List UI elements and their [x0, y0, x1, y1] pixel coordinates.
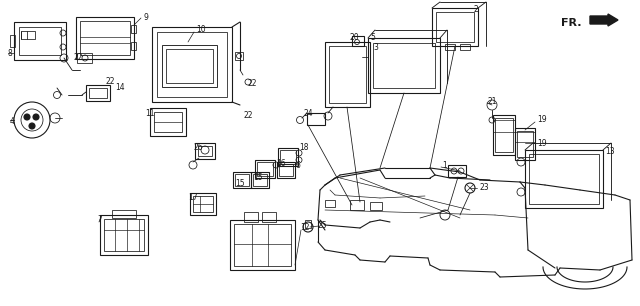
Bar [234, 224, 291, 266]
Bar [77, 53, 92, 63]
Bar [19, 27, 61, 55]
Bar [251, 172, 269, 188]
Circle shape [29, 123, 35, 129]
Text: 21: 21 [488, 98, 497, 106]
Bar [305, 220, 311, 228]
Text: 1: 1 [442, 162, 447, 170]
Bar [21, 31, 35, 39]
Bar [86, 85, 110, 101]
Text: 24: 24 [304, 110, 314, 118]
Bar [150, 108, 186, 136]
Text: 20: 20 [349, 33, 358, 43]
Bar [350, 200, 364, 210]
Bar [152, 27, 232, 102]
Bar [131, 25, 136, 33]
Text: 22: 22 [105, 77, 115, 87]
Bar [368, 38, 440, 93]
Bar [253, 174, 267, 186]
Text: 25: 25 [318, 221, 328, 230]
Bar [244, 212, 258, 222]
Bar [235, 52, 243, 60]
Bar [157, 32, 227, 97]
FancyArrow shape [590, 14, 618, 26]
Text: 26: 26 [194, 143, 204, 151]
Bar [235, 174, 249, 186]
Bar [460, 44, 470, 50]
Text: 23: 23 [479, 184, 488, 192]
Bar [495, 118, 513, 152]
Bar [329, 46, 366, 103]
Bar [195, 143, 215, 159]
Bar [10, 35, 15, 47]
Bar [278, 148, 298, 166]
Bar [131, 42, 136, 50]
Bar [370, 202, 382, 210]
Text: 13: 13 [605, 147, 614, 156]
Text: 7: 7 [97, 215, 102, 225]
Text: 11: 11 [145, 109, 154, 118]
Text: 22: 22 [243, 110, 253, 120]
Bar [162, 45, 217, 87]
Text: 14: 14 [115, 84, 125, 92]
Bar [325, 200, 335, 207]
Bar [230, 220, 295, 270]
Bar [193, 196, 213, 212]
Bar [432, 8, 478, 46]
Text: 4: 4 [10, 118, 15, 126]
Bar [529, 154, 599, 204]
Bar [445, 44, 455, 50]
Text: 12: 12 [300, 223, 310, 233]
Bar [76, 17, 134, 59]
Bar [352, 36, 364, 46]
Text: 8: 8 [8, 48, 13, 58]
Bar [493, 115, 515, 155]
Bar [233, 172, 251, 188]
Bar [100, 215, 148, 255]
Bar [436, 12, 474, 42]
Text: 19: 19 [537, 115, 547, 125]
Text: 9: 9 [143, 13, 148, 23]
Bar [166, 49, 213, 83]
Text: 3: 3 [373, 43, 378, 53]
Bar [517, 131, 533, 157]
Text: 15: 15 [235, 178, 244, 188]
Text: 17: 17 [188, 193, 198, 203]
Bar [80, 21, 130, 55]
Text: 16: 16 [276, 159, 285, 169]
Circle shape [33, 114, 39, 120]
Bar [257, 162, 273, 176]
Bar [525, 150, 603, 208]
Bar [104, 219, 144, 251]
Bar [154, 112, 182, 132]
Bar [515, 132, 535, 142]
Bar [493, 120, 515, 132]
Bar [307, 113, 325, 125]
Circle shape [24, 114, 30, 120]
Bar [373, 43, 435, 88]
Bar [198, 146, 212, 156]
Bar [325, 42, 370, 107]
Bar [262, 212, 276, 222]
Text: 18: 18 [299, 144, 308, 152]
Text: 6: 6 [296, 161, 301, 170]
Text: 10: 10 [196, 25, 205, 35]
Bar [190, 193, 216, 215]
Bar [515, 128, 535, 160]
Text: 19: 19 [537, 139, 547, 147]
Text: 15: 15 [253, 173, 262, 181]
Text: 5: 5 [370, 32, 375, 42]
Bar [255, 160, 275, 178]
Bar [89, 88, 107, 98]
Bar [112, 210, 136, 218]
Bar [280, 150, 296, 164]
Bar [277, 162, 295, 178]
Bar [279, 164, 293, 176]
Text: 22: 22 [248, 79, 257, 88]
Text: 22: 22 [73, 53, 83, 62]
Bar [14, 22, 66, 60]
Text: 2: 2 [474, 6, 479, 14]
Text: FR.: FR. [561, 18, 582, 28]
Bar [448, 165, 466, 177]
